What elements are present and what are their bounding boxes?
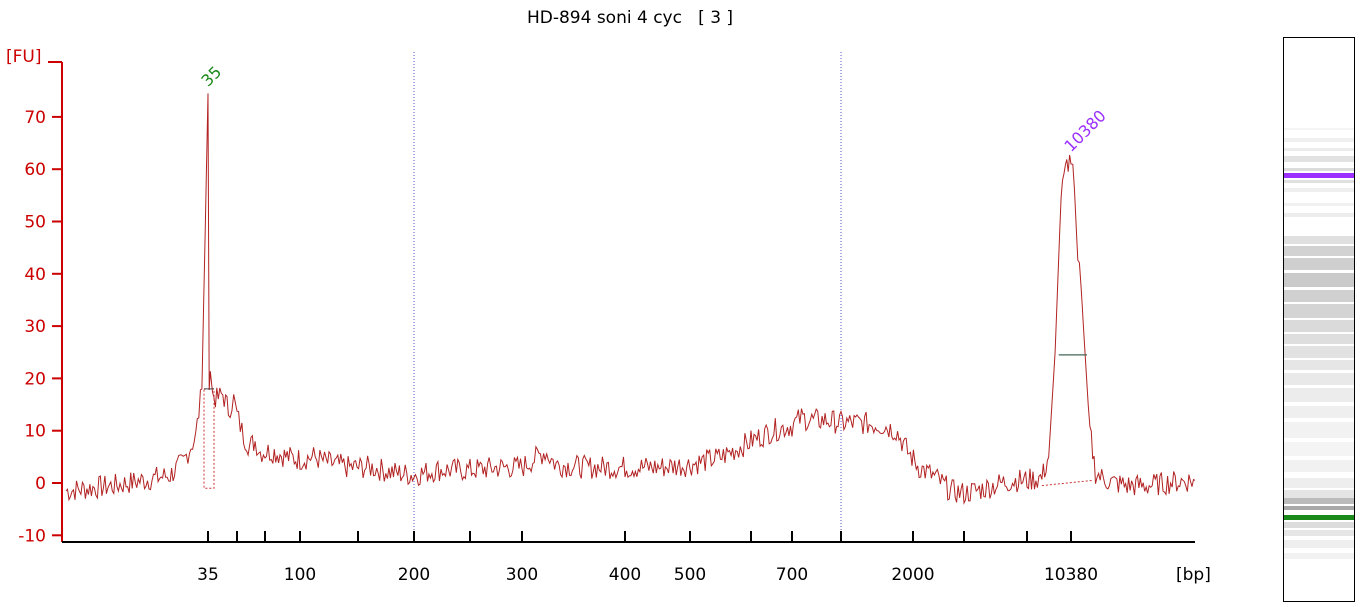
x-axis-label: [bp] [1176, 565, 1211, 585]
gel-band [1284, 530, 1354, 536]
y-tick-label: 10 [24, 422, 46, 442]
gel-band [1284, 406, 1354, 418]
y-tick-label: 0 [35, 474, 46, 494]
gel-band [1284, 128, 1354, 130]
gel-band [1284, 258, 1354, 270]
gel-band [1284, 203, 1354, 206]
peak-label: 35 [197, 62, 225, 90]
electropherogram-plot: -10 0 10 20 30 40 50 60 70 35 100 200 300 400 500 700 2… [6, 47, 1211, 585]
gel-band [1284, 490, 1354, 498]
gel-band [1284, 334, 1354, 344]
x-tick-label: 400 [609, 565, 641, 585]
y-tick-label: 70 [24, 108, 46, 128]
peak-label: 10380 [1060, 106, 1109, 155]
gel-band [1284, 320, 1354, 332]
y-axis-label: [FU] [6, 47, 42, 67]
gel-band [1284, 460, 1354, 472]
gel-band [1284, 213, 1354, 217]
x-tick-label: 300 [506, 565, 538, 585]
chart-title: HD-894 soni 4 cyc [ 3 ] [526, 8, 734, 28]
x-tick-label: 100 [284, 565, 316, 585]
x-tick-label: 200 [398, 565, 430, 585]
y-tick-label: 20 [24, 369, 46, 389]
gel-band [1284, 540, 1354, 548]
gel-band [1284, 522, 1354, 528]
gel-band [1284, 498, 1354, 504]
peak-integration-box [203, 388, 215, 489]
gel-band [1284, 304, 1354, 318]
gel-band [1284, 346, 1354, 358]
gel-band [1284, 373, 1354, 385]
gel-band [1284, 442, 1354, 456]
y-tick-label: 40 [24, 265, 46, 285]
gel-band [1284, 168, 1354, 171]
x-tick-label: 2000 [891, 565, 934, 585]
gel-band [1284, 236, 1354, 244]
gel-band [1284, 478, 1354, 488]
gel-band [1284, 360, 1354, 370]
trace-line [65, 93, 1196, 505]
gel-band [1284, 173, 1354, 178]
gel-band [1284, 273, 1354, 287]
x-tick-label: 500 [674, 565, 706, 585]
gel-band [1284, 148, 1354, 151]
gel-band [1284, 506, 1354, 510]
x-axis: 35 100 200 300 400 500 700 2000 10380 [62, 531, 1195, 585]
y-tick-label: 30 [24, 317, 46, 337]
gel-band [1284, 515, 1354, 520]
gel-band [1284, 388, 1354, 402]
y-axis: -10 0 10 20 30 40 50 60 70 [18, 61, 63, 546]
gel-band [1284, 188, 1354, 192]
x-tick-label: 700 [776, 565, 808, 585]
gel-band [1284, 553, 1354, 559]
gel-band [1284, 138, 1354, 142]
gel-band [1284, 156, 1354, 162]
gel-lane-svg [1284, 128, 1354, 559]
y-tick-label: 50 [24, 213, 46, 233]
x-tick-label: 10380 [1044, 565, 1098, 585]
gel-lane-image [1283, 37, 1355, 602]
gel-band [1284, 246, 1354, 256]
y-tick-label: 60 [24, 160, 46, 180]
y-tick-label: -10 [18, 526, 46, 546]
peak-labels: 35 10380 [197, 62, 1109, 155]
x-tick-label: 35 [197, 565, 219, 585]
gel-band [1284, 180, 1354, 183]
gel-band [1284, 422, 1354, 438]
gel-band [1284, 290, 1354, 302]
trace-group [65, 93, 1196, 505]
grid-lines [413, 52, 842, 542]
peak-baseline [1041, 479, 1093, 487]
